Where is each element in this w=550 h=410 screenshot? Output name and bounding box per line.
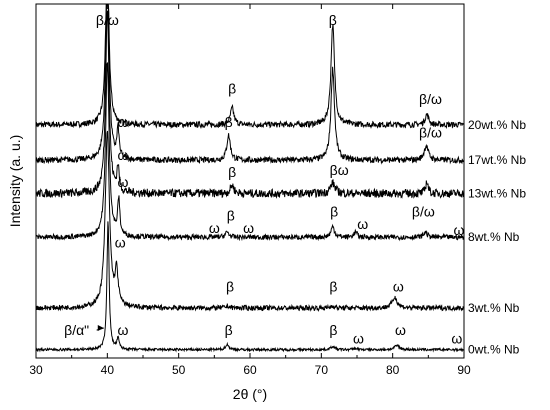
series-label-0: 20wt.% Nb [468,118,526,132]
peak-label-8: β [228,164,236,180]
series-line-5 [35,221,465,353]
x-tick-label-6: 90 [457,363,471,377]
series-label-5: 0wt.% Nb [468,343,520,357]
peak-label-3: β/ω [419,91,442,107]
peak-label-12: β [227,208,235,224]
peak-label-21: ω [393,278,404,294]
peak-label-2: β [329,12,337,28]
annotation-arrow-head [97,325,104,332]
series-label-1: 17wt.% Nb [468,153,526,167]
peak-label-26: ω [353,330,364,346]
x-axis-ticks: 30 40 50 60 70 80 90 [29,4,471,377]
peak-label-24: β [225,322,233,338]
peak-label-20: β [329,278,337,294]
peak-label-19: β [226,278,234,294]
x-tick-label-3: 60 [243,363,257,377]
peak-label-18: ω [115,235,126,251]
peak-label-17: ω [454,222,465,238]
peak-label-25: β [329,322,337,338]
y-axis-title: Intensity (a. u.) [7,135,23,228]
series-line-1 [35,3,465,165]
peak-label-7: ω [118,147,129,163]
series-label-4: 3wt.% Nb [468,301,520,315]
series-traces [35,3,465,353]
x-tick-label-4: 70 [315,363,329,377]
x-tick-label-0: 30 [29,363,43,377]
series-labels: 20wt.% Nb 17wt.% Nb 13wt.% Nb 8wt.% Nb 3wt.%… [468,118,526,357]
peak-label-6: β/ω [419,124,442,140]
peak-label-27: ω [395,322,406,338]
series-line-4 [35,130,465,312]
peak-label-22: β/α" [64,322,89,338]
peak-label-11: ω [209,220,220,236]
peak-label-16: β/ω [412,203,435,219]
peak-label-0: β/ω [96,12,119,28]
peak-label-4: ω [118,114,129,130]
peak-label-5: β [225,114,233,130]
series-label-2: 13wt.% Nb [468,186,526,200]
x-tick-label-5: 80 [386,363,400,377]
peak-label-9: βω [330,162,349,178]
peak-label-10: ω [118,174,129,190]
x-tick-label-2: 50 [172,363,186,377]
x-axis-title: 2θ (°) [233,386,267,402]
peak-label-1: β [228,81,236,97]
peak-label-15: ω [357,216,368,232]
series-line-3 [35,62,465,242]
x-tick-label-1: 40 [101,363,115,377]
peak-label-14: β [330,203,338,219]
series-line-2 [35,10,465,199]
peak-label-28: ω [451,330,462,346]
peak-label-13: ω [243,220,254,236]
series-label-3: 8wt.% Nb [468,230,520,244]
peak-label-23: ω [118,322,129,338]
